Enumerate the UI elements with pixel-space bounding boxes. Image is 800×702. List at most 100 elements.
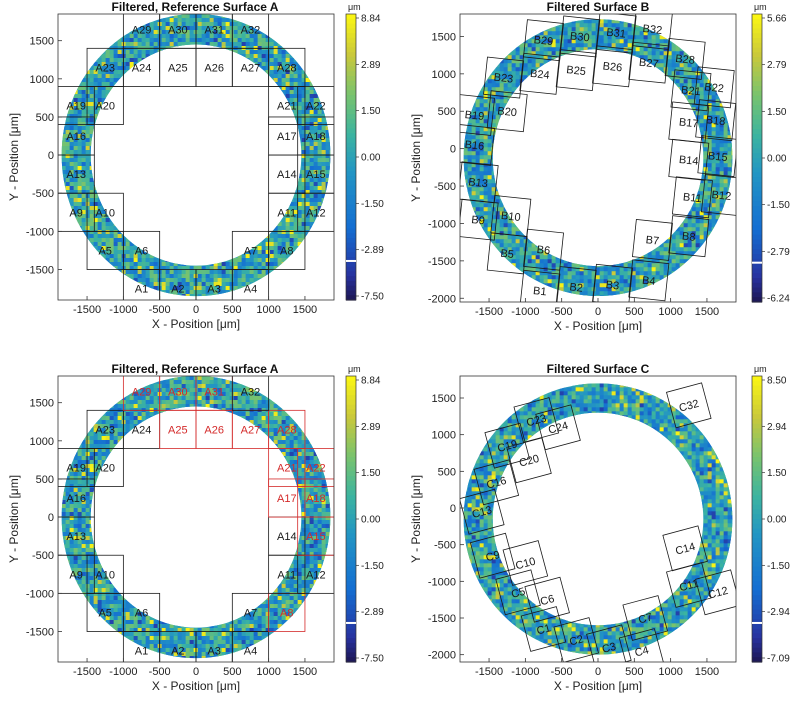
y-tick-label: -2000 — [428, 650, 456, 662]
colorbar-tick-label: 1.50 — [767, 468, 787, 479]
x-tick-label: 0 — [193, 666, 199, 678]
tile-label-b28: B28 — [675, 53, 696, 67]
tile-label-b4: B4 — [641, 275, 656, 288]
x-tick-label: 500 — [625, 306, 643, 318]
tile-outline-a6 — [122, 592, 161, 632]
tile-label-a13: A13 — [66, 531, 86, 543]
colorbar-tick-label: -2.94 — [767, 607, 790, 618]
tile-outline-c10 — [502, 540, 549, 586]
tile-label-a2: A2 — [171, 284, 184, 296]
x-tick-label: -1500 — [475, 306, 503, 318]
tile-outline-c16 — [473, 459, 520, 506]
tile-label-b9: B9 — [471, 214, 486, 227]
tile-label-a1: A1 — [135, 284, 148, 296]
y-tick-label: 1000 — [432, 69, 456, 81]
tile-label-c12: C12 — [707, 585, 730, 602]
tile-outline-c5 — [495, 569, 541, 616]
tile-outline-b18 — [695, 99, 736, 142]
tile-label-a27: A27 — [241, 424, 261, 436]
colorbar-tick-label: 0.00 — [767, 154, 787, 165]
chart-panel-2: B1 B2 B3 B4 B5 B6 B7 B8 B9 B10 B11 B12 B13 B14 B15 B16 B… — [409, 0, 790, 333]
colorbar-tick-label: -1.50 — [361, 199, 384, 210]
tile-outline-a28 — [268, 47, 306, 87]
tile-label-b15: B15 — [707, 150, 728, 164]
tile-label-a23: A23 — [95, 424, 115, 436]
tile-label-b26: B26 — [602, 60, 623, 74]
colorbar-tick-label: -7.50 — [361, 292, 384, 303]
tile-outline-c14 — [662, 525, 708, 572]
tile-label-c13: C13 — [471, 504, 494, 521]
colorbar-tick-label: 8.84 — [361, 376, 381, 387]
colorbar-tick-label: -7.50 — [361, 654, 384, 665]
tile-label-b29: B29 — [533, 34, 554, 48]
y-tick-label: 1500 — [432, 31, 456, 43]
tile-label-a29: A29 — [132, 24, 152, 36]
tile-label-a6: A6 — [135, 245, 148, 257]
x-tick-label: -1000 — [511, 666, 539, 678]
colorbar-tick-label: -2.89 — [361, 245, 384, 256]
tile-outline-b26 — [592, 45, 633, 88]
tile-label-b14: B14 — [678, 154, 699, 168]
x-tick-label: 0 — [595, 666, 601, 678]
y-tick-label: 500 — [36, 474, 54, 486]
y-tick-label: -500 — [434, 540, 456, 552]
tile-outline-a28 — [268, 409, 306, 449]
colorbar-tick-label: 2.94 — [767, 422, 787, 433]
tile-outline-b23 — [483, 56, 525, 99]
tile-label-a7: A7 — [244, 607, 257, 619]
tile-label-a30: A30 — [168, 24, 188, 36]
tile-label-a19: A19 — [66, 463, 86, 475]
x-tick-label: 500 — [625, 666, 643, 678]
tile-outline-c19 — [484, 422, 530, 469]
tile-label-a4: A4 — [244, 284, 257, 296]
tile-label-c24: C24 — [547, 420, 570, 437]
tile-label-c3: C3 — [601, 641, 618, 656]
tile-label-a20: A20 — [95, 463, 115, 475]
tile-label-a20: A20 — [95, 101, 115, 113]
colorbar: μm8.84 2.89 1.50 0.00 -1.50 -2.89 -7.50 — [345, 364, 384, 665]
tile-outline-b4 — [628, 259, 670, 302]
tile-outline-b2 — [555, 266, 597, 302]
tile-label-b7: B7 — [645, 234, 660, 247]
tile-outline-b16 — [460, 123, 495, 166]
chart-panel-4: C1 C2 C3 C4 C5 C6 C7 C9 C10 C11 C12 C13 C14 C16 C19C20… — [409, 362, 790, 693]
tile-label-a26: A26 — [204, 424, 224, 436]
tile-label-a7: A7 — [244, 245, 257, 257]
tile-outline-a19 — [58, 86, 95, 125]
tile-label-b3: B3 — [605, 279, 620, 292]
tile-label-c11: C11 — [678, 578, 700, 595]
tile-outline-b27 — [628, 41, 670, 84]
ring-surface — [463, 383, 733, 655]
y-tick-label: 0 — [450, 503, 456, 515]
colorbar-tick-label: 5.66 — [767, 14, 787, 25]
x-axis-label: X - Position [μm] — [554, 319, 642, 333]
tile-outline-b1 — [519, 269, 561, 302]
tile-label-b16: B16 — [464, 139, 485, 153]
tile-outline-b28 — [664, 37, 706, 80]
chart-title: Filtered Surface C — [547, 362, 650, 376]
tile-label-b10: B10 — [500, 210, 521, 224]
y-tick-label: 1000 — [30, 74, 54, 86]
tile-outline-a10 — [86, 554, 124, 594]
tile-label-a29: A29 — [132, 386, 152, 398]
x-tick-label: 1500 — [695, 306, 719, 318]
tile-label-b22: B22 — [704, 81, 725, 95]
colorbar-tick-label: 0.00 — [361, 515, 381, 526]
tile-label-a9: A9 — [69, 569, 82, 581]
x-axis-label: X - Position [μm] — [554, 679, 642, 693]
tile-outline-b8 — [668, 215, 710, 258]
tile-label-b25: B25 — [566, 64, 587, 78]
y-tick-label: -1000 — [26, 588, 54, 600]
y-axis-label: Y - Position [μm] — [409, 475, 423, 563]
tile-outline-c1 — [520, 606, 567, 652]
tile-outline-a10 — [86, 192, 124, 232]
colorbar-tick-label: 2.89 — [361, 60, 381, 71]
tile-label-a18: A18 — [306, 493, 326, 505]
chart-title: Filtered, Reference Surface A — [112, 362, 279, 376]
x-tick-label: 0 — [193, 304, 199, 316]
tile-outline-a16 — [58, 478, 95, 518]
tile-outline-c12 — [695, 569, 736, 616]
tile-label-a5: A5 — [98, 245, 111, 257]
tile-label-a5: A5 — [98, 607, 111, 619]
colorbar-tick-label: 8.84 — [361, 14, 381, 25]
